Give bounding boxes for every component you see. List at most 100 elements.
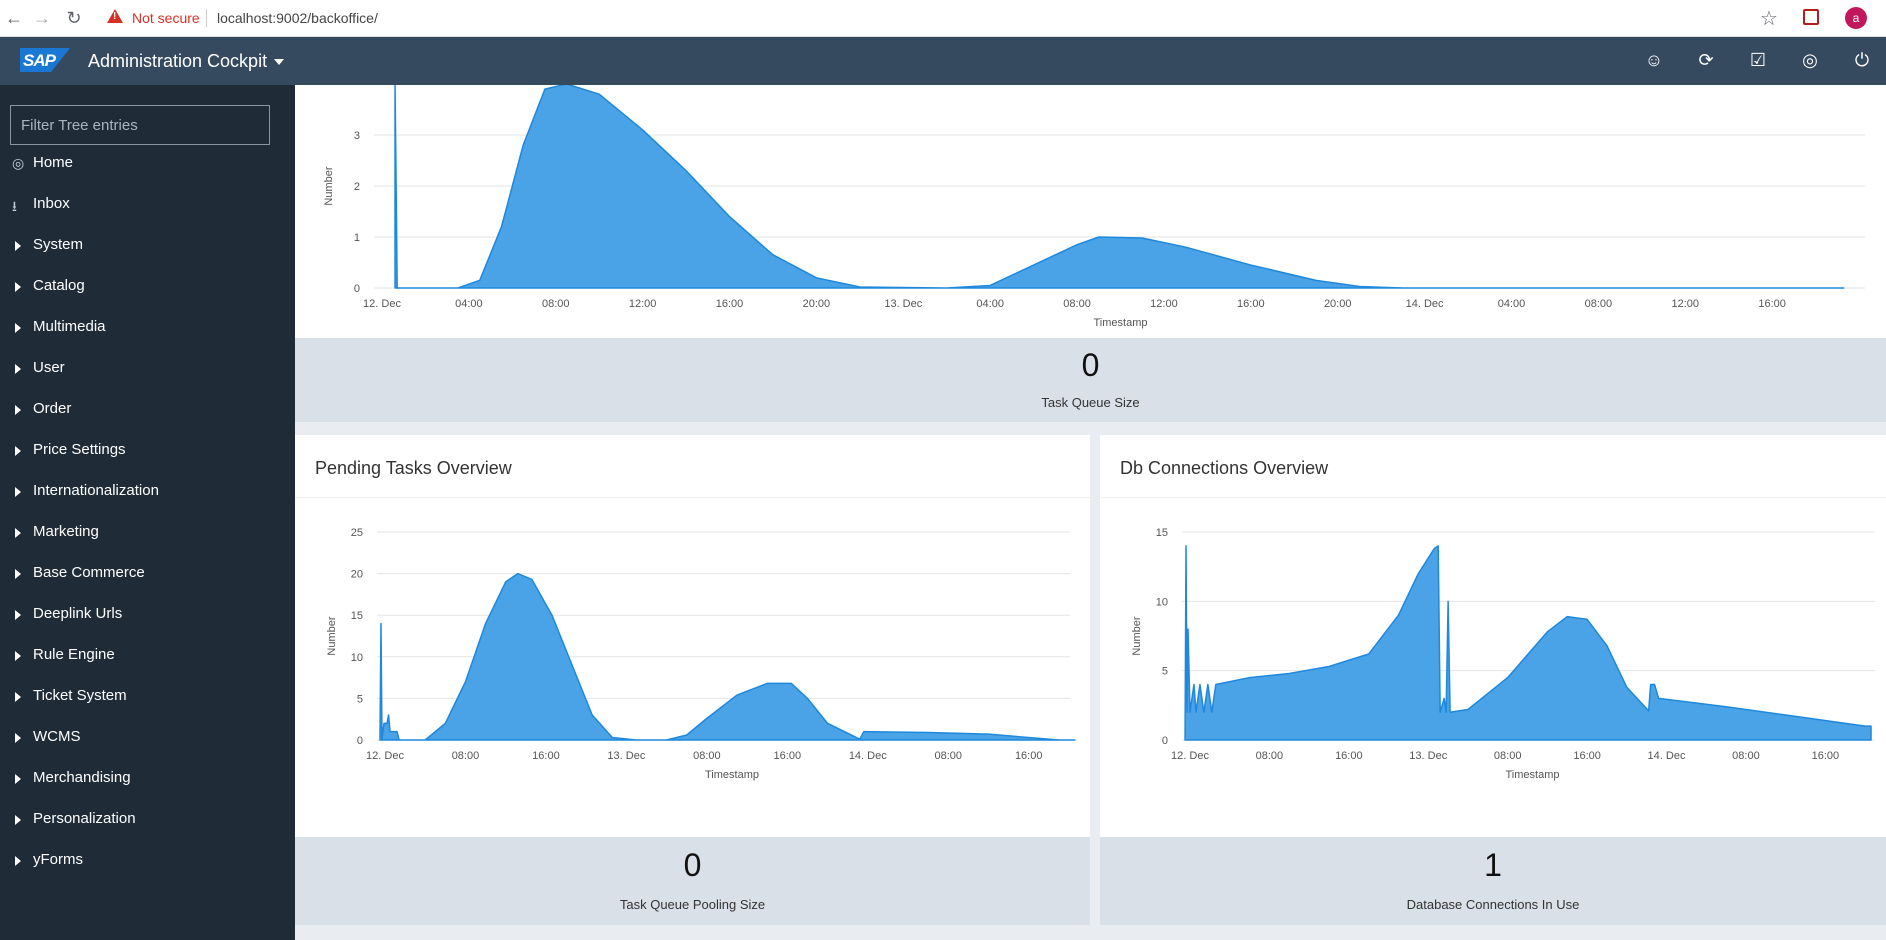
sidebar-item-rule-engine[interactable]: Rule Engine (0, 640, 295, 674)
task-queue-panel: 0 1 2 3 12. Dec 04:00 08:00 12:00 16:00 20:00 13. … (295, 85, 1886, 338)
sidebar-item-personalization[interactable]: Personalization (0, 804, 295, 838)
home-icon: ◎ (12, 155, 25, 171)
sidebar-item-label: Base Commerce (33, 564, 145, 581)
kpi-label: Task Queue Size (1041, 395, 1140, 410)
globe-icon[interactable]: ◎ (1802, 50, 1818, 70)
x-tick-label: 12. Dec (1171, 750, 1209, 762)
expand-arrow-icon[interactable] (15, 733, 21, 743)
x-tick-label: 08:00 (693, 750, 721, 762)
pending-tasks-chart: 0 5 10 15 20 25 12. Dec 08:00 16:00 13. Dec 08:00 1… (326, 527, 1076, 781)
x-tick-label: 04:00 (976, 298, 1004, 310)
kpi-label: Task Queue Pooling Size (619, 897, 766, 912)
reload-icon[interactable]: ↻ (66, 8, 82, 28)
y-tick-label: 0 (354, 283, 360, 295)
address-bar[interactable]: localhost:9002/backoffice/ (217, 10, 378, 26)
x-tick-label: 12. Dec (363, 298, 401, 310)
bookmark-star-icon[interactable]: ☆ (1760, 8, 1778, 30)
checklist-icon[interactable]: ☑ (1749, 50, 1767, 70)
sidebar-item-yforms[interactable]: yForms (0, 845, 295, 879)
extension-icon[interactable] (1803, 9, 1819, 25)
x-tick-label: 20:00 (1324, 298, 1352, 310)
expand-arrow-icon[interactable] (15, 241, 21, 251)
app-title[interactable]: Administration Cockpit (88, 51, 268, 71)
sidebar-item-label: WCMS (33, 728, 81, 745)
expand-arrow-icon[interactable] (15, 651, 21, 661)
sidebar-item-user[interactable]: User (0, 353, 295, 387)
sidebar-item-deeplink-urls[interactable]: Deeplink Urls (0, 599, 295, 633)
power-icon[interactable]: ⏻ (1854, 50, 1870, 70)
x-tick-label: 13. Dec (1409, 750, 1447, 762)
sidebar-item-label: Deeplink Urls (33, 605, 123, 622)
sidebar-item-marketing[interactable]: Marketing (0, 517, 295, 551)
expand-arrow-icon[interactable] (15, 364, 21, 374)
x-axis-title: Timestamp (705, 769, 759, 781)
sidebar-item-label: Personalization (33, 810, 136, 827)
sidebar-item-order[interactable]: Order (0, 394, 295, 428)
x-tick-label: 04:00 (455, 298, 483, 310)
y-tick-label: 0 (357, 735, 363, 747)
navigation-sidebar: ◎ Home ⭳ Inbox System Catalog Multimedia User Or… (0, 85, 295, 940)
y-tick-label: 25 (351, 527, 363, 539)
url-divider (206, 9, 207, 27)
user-settings-icon[interactable]: ☺ (1644, 50, 1664, 70)
x-tick-label: 12:00 (629, 298, 657, 310)
task-queue-kpi: 0 Task Queue Size (295, 338, 1886, 422)
sidebar-item-label: Ticket System (33, 687, 127, 704)
sidebar-item-internationalization[interactable]: Internationalization (0, 476, 295, 510)
sidebar-item-system[interactable]: System (0, 230, 295, 264)
x-tick-label: 12:00 (1671, 298, 1699, 310)
sidebar-item-catalog[interactable]: Catalog (0, 271, 295, 305)
divider (295, 497, 1090, 498)
profile-avatar[interactable]: a (1845, 7, 1867, 29)
expand-arrow-icon[interactable] (15, 528, 21, 538)
expand-arrow-icon[interactable] (15, 487, 21, 497)
kpi-value: 0 (683, 847, 702, 883)
expand-arrow-icon[interactable] (15, 692, 21, 702)
y-tick-label: 20 (351, 569, 363, 581)
kpi-value: 0 (1081, 347, 1100, 383)
sidebar-item-ticket-system[interactable]: Ticket System (0, 681, 295, 715)
expand-arrow-icon[interactable] (15, 282, 21, 292)
expand-arrow-icon[interactable] (15, 569, 21, 579)
expand-arrow-icon[interactable] (15, 446, 21, 456)
sidebar-item-multimedia[interactable]: Multimedia (0, 312, 295, 346)
y-tick-label: 15 (351, 610, 363, 622)
x-tick-label: 08:00 (934, 750, 962, 762)
db-connections-panel: Db Connections Overview 0 5 10 15 12. Dec 08:… (1100, 435, 1886, 837)
expand-arrow-icon[interactable] (15, 815, 21, 825)
sidebar-item-wcms[interactable]: WCMS (0, 722, 295, 756)
db-connections-chart: 0 5 10 15 12. Dec 08:00 16:00 13. Dec 08:00 16:00… (1131, 527, 1875, 781)
main-content: 0 1 2 3 12. Dec 04:00 08:00 12:00 16:00 20:00 13. … (295, 85, 1886, 940)
filter-tree-input[interactable] (10, 105, 270, 145)
sidebar-item-label: Internationalization (33, 482, 159, 499)
logo-text: SAP (23, 51, 56, 70)
expand-arrow-icon[interactable] (15, 856, 21, 866)
warning-triangle-icon: ! (107, 9, 123, 23)
db-connections-kpi: 1 Database Connections In Use (1100, 837, 1886, 925)
sync-icon[interactable]: ⟳ (1698, 50, 1714, 70)
y-tick-label: 5 (1162, 666, 1168, 678)
expand-arrow-icon[interactable] (15, 774, 21, 784)
sidebar-item-merchandising[interactable]: Merchandising (0, 763, 295, 797)
back-icon[interactable]: ← (5, 8, 23, 28)
series-area (379, 572, 1076, 741)
x-tick-label: 20:00 (803, 298, 831, 310)
x-tick-label: 16:00 (774, 750, 802, 762)
sidebar-item-inbox[interactable]: ⭳ Inbox (0, 189, 295, 223)
chevron-down-icon[interactable] (274, 59, 284, 65)
forward-icon[interactable]: → (33, 8, 51, 28)
app-header: SAP Administration Cockpit ☺ ⟳ ☑ ◎ ⏻ (0, 37, 1886, 85)
sidebar-item-home[interactable]: ◎ Home (0, 148, 295, 182)
y-tick-label: 1 (354, 232, 360, 244)
sidebar-item-price-settings[interactable]: Price Settings (0, 435, 295, 469)
expand-arrow-icon[interactable] (15, 610, 21, 620)
security-status[interactable]: Not secure (132, 10, 200, 26)
sap-logo: SAP (20, 48, 70, 72)
y-axis-title: Number (323, 166, 335, 205)
expand-arrow-icon[interactable] (15, 405, 21, 415)
sidebar-item-base-commerce[interactable]: Base Commerce (0, 558, 295, 592)
expand-arrow-icon[interactable] (15, 323, 21, 333)
sidebar-item-label: Order (33, 400, 72, 417)
y-axis-title: Number (1131, 616, 1143, 655)
x-tick-label: 04:00 (1498, 298, 1526, 310)
